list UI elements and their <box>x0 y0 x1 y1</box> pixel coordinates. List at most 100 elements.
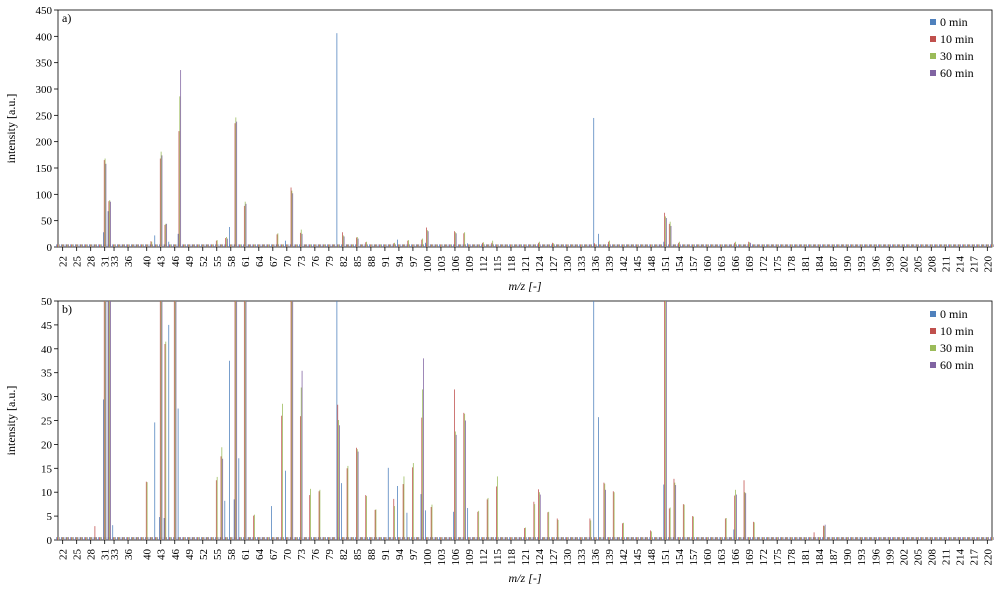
baseline-bar <box>385 244 387 247</box>
bar-30-min <box>282 403 283 540</box>
baseline-bar <box>345 537 347 540</box>
baseline-bar <box>697 244 699 247</box>
baseline-bar <box>404 244 406 247</box>
baseline-bar <box>906 537 908 540</box>
baseline-bar <box>516 537 518 540</box>
baseline-bar <box>654 537 656 540</box>
bar-0-min <box>168 324 170 540</box>
baseline-bar <box>896 244 898 247</box>
x-tick-label: 184 <box>814 549 826 566</box>
y-axis-title: intensity [a.u.] <box>4 94 18 164</box>
bar-0-min <box>453 511 455 540</box>
baseline-bar <box>548 244 550 247</box>
baseline-bar <box>888 537 890 540</box>
bar-10-min <box>454 231 455 247</box>
baseline-bar <box>509 537 511 540</box>
baseline-bar <box>445 244 447 247</box>
baseline-bar <box>570 537 572 540</box>
baseline-bar <box>113 537 114 540</box>
baseline-bar <box>646 537 648 540</box>
x-tick-label: 49 <box>184 256 196 268</box>
baseline-bar <box>631 244 633 247</box>
baseline-bar <box>248 537 250 540</box>
baseline-bar <box>128 244 130 247</box>
baseline-bar <box>977 244 979 247</box>
baseline-bar <box>520 244 522 247</box>
baseline-bar <box>566 244 567 247</box>
baseline-bar <box>810 537 812 540</box>
baseline-bar <box>728 244 730 247</box>
baseline-bar <box>966 537 968 540</box>
baseline-bar <box>411 537 412 540</box>
x-tick-label: 28 <box>86 549 98 561</box>
bar-30-min <box>412 463 414 540</box>
baseline-bar <box>135 244 137 247</box>
x-tick-label: 163 <box>716 256 728 273</box>
baseline-bar <box>435 537 437 540</box>
baseline-bar <box>890 244 891 247</box>
bar-30-min <box>539 492 540 540</box>
baseline-bar <box>885 244 887 247</box>
baseline-bar <box>511 244 513 247</box>
baseline-bar <box>700 537 702 540</box>
baseline-bar <box>818 244 820 247</box>
baseline-bar <box>575 537 577 540</box>
baseline-bar <box>950 537 952 540</box>
baseline-bar <box>838 244 840 247</box>
baseline-bar <box>85 537 86 540</box>
baseline-bar <box>834 537 835 540</box>
baseline-bar <box>501 244 503 247</box>
baseline-bar <box>79 537 81 540</box>
baseline-bar <box>166 537 168 540</box>
baseline-bar <box>479 537 480 540</box>
x-tick-label: 58 <box>226 549 238 561</box>
baseline-bar <box>439 244 441 247</box>
baseline-bar <box>518 244 520 247</box>
x-tick-label: 196 <box>870 256 882 273</box>
bar-30-min <box>179 96 181 247</box>
baseline-bar <box>985 537 987 540</box>
baseline-bar <box>612 537 613 540</box>
baseline-bar <box>865 537 866 540</box>
bar-30-min <box>291 190 293 247</box>
baseline-bar <box>812 537 814 540</box>
baseline-bar <box>327 244 328 247</box>
baseline-bar <box>202 537 204 540</box>
baseline-bar <box>701 537 703 540</box>
baseline-bar <box>943 244 945 247</box>
baseline-bar <box>443 537 445 540</box>
bar-30-min <box>590 520 592 540</box>
baseline-bar <box>692 244 694 247</box>
baseline-bar <box>471 537 473 540</box>
baseline-bar <box>738 537 740 540</box>
baseline-bar <box>528 244 530 247</box>
bar-0-min <box>733 529 735 540</box>
baseline-bar <box>902 244 904 247</box>
baseline-bar <box>142 537 144 540</box>
bar-0-min <box>112 525 114 540</box>
bar-10-min <box>145 481 147 540</box>
baseline-bar <box>511 537 513 540</box>
baseline-bar <box>869 244 871 247</box>
bar-30-min <box>104 158 106 247</box>
baseline-bar <box>730 537 732 540</box>
bar-10-min <box>407 240 409 247</box>
baseline-bar <box>72 244 74 247</box>
baseline-bar <box>188 537 190 540</box>
x-tick-label: 40 <box>142 549 154 561</box>
baseline-bar <box>780 537 781 540</box>
baseline-bar <box>146 244 148 247</box>
x-tick-label: 118 <box>506 549 518 566</box>
baseline-bar <box>346 244 348 247</box>
baseline-bar <box>986 537 988 540</box>
baseline-bar <box>757 537 759 540</box>
baseline-bar <box>376 244 378 247</box>
baseline-bar <box>458 537 460 540</box>
baseline-bar <box>603 244 605 247</box>
bar-10-min <box>547 512 549 540</box>
baseline-bar <box>974 244 975 247</box>
baseline-bar <box>837 537 839 540</box>
baseline-bar <box>170 244 172 247</box>
baseline-bar <box>112 244 114 247</box>
baseline-bar <box>392 537 394 540</box>
